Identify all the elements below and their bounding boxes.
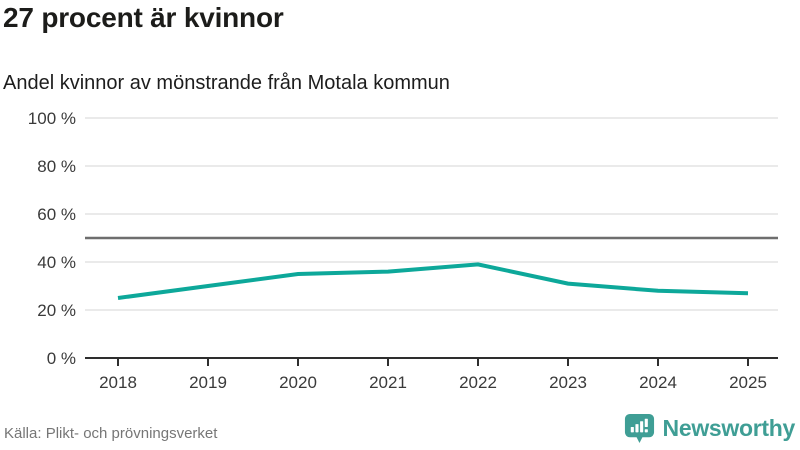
x-tick-label: 2022 — [459, 373, 497, 392]
line-chart: 0 % 20 % 40 % 60 % 80 % 100 % 2018 2019 2020 2021… — [28, 109, 778, 392]
y-tick-label: 0 % — [47, 349, 76, 368]
x-tick-label: 2019 — [189, 373, 227, 392]
newsworthy-logo-icon — [624, 413, 654, 444]
data-line — [117, 262, 749, 300]
y-tick-label: 40 % — [37, 253, 76, 272]
x-tick-label: 2021 — [369, 373, 407, 392]
source-note: Källa: Plikt- och prövningsverket — [4, 425, 218, 442]
x-tick-label: 2018 — [99, 373, 137, 392]
x-tick-label: 2023 — [549, 373, 587, 392]
y-tick-label: 100 % — [28, 109, 76, 128]
x-tick-label: 2020 — [279, 373, 317, 392]
x-tick-label: 2025 — [729, 373, 767, 392]
newsworthy-logo: Newsworthy — [623, 412, 795, 445]
y-tick-label: 20 % — [37, 301, 76, 320]
newsworthy-logo-text: Newsworthy — [662, 415, 796, 441]
x-tick-label: 2024 — [639, 373, 677, 392]
chart-subtitle: Andel kvinnor av mönstrande från Motala … — [3, 72, 450, 94]
page-title: 27 procent är kvinnor — [3, 2, 284, 33]
y-tick-label: 60 % — [37, 205, 76, 224]
y-tick-label: 80 % — [37, 157, 76, 176]
